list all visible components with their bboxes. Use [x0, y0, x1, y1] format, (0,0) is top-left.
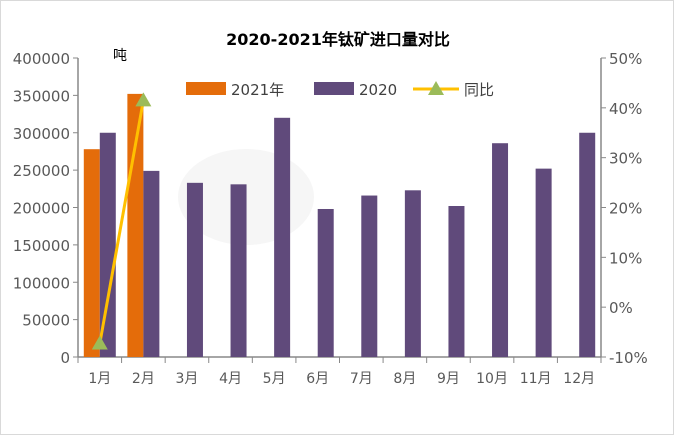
x-tick-label: 6月: [306, 371, 329, 387]
bar-2020: [317, 208, 334, 357]
legend-marker-yoy: [428, 81, 444, 95]
legend-label-yoy: 同比: [464, 81, 494, 99]
bar-2020: [579, 132, 596, 357]
legend-label-2021: 2021年: [231, 81, 284, 99]
x-tick-label: 12月: [563, 371, 595, 387]
y-tick-label: 100000: [13, 274, 70, 292]
x-tick-label: 4月: [219, 371, 242, 387]
legend-swatch-2021: [186, 82, 226, 95]
y-tick-label: 250000: [13, 162, 70, 180]
bar-2020: [361, 195, 378, 357]
x-tick-label: 8月: [393, 371, 416, 387]
bar-2020: [186, 182, 203, 357]
bar-2020: [448, 206, 465, 357]
x-tick-label: 11月: [520, 371, 552, 387]
x-tick-label: 1月: [88, 371, 111, 387]
unit-label: 吨: [113, 48, 127, 64]
x-tick-label: 5月: [263, 371, 286, 387]
bar-2020: [274, 117, 291, 357]
y-tick-label: 400000: [13, 50, 70, 68]
y2-tick-label: -10%: [609, 349, 648, 367]
y-tick-label: 200000: [13, 200, 70, 218]
chart-title: 2020-2021年钛矿进口量对比: [226, 30, 450, 49]
legend-swatch-2020: [314, 82, 354, 95]
y-tick-label: 50000: [22, 312, 70, 330]
bar-2020: [143, 170, 160, 357]
x-tick-label: 2月: [132, 371, 155, 387]
bar-2020: [492, 143, 509, 357]
yoy-line: [98, 100, 145, 344]
x-tick-label: 9月: [437, 371, 460, 387]
yoy-marker: [135, 92, 152, 107]
x-tick-label: 10月: [476, 371, 508, 387]
bar-2021: [127, 93, 144, 357]
x-tick-label: 7月: [350, 371, 373, 387]
y-tick-label: 300000: [13, 125, 70, 143]
bar-2020: [230, 184, 247, 357]
y2-tick-label: 30%: [609, 150, 642, 168]
x-tick-label: 3月: [175, 371, 198, 387]
y-tick-label: 350000: [13, 87, 70, 105]
legend-label-2020: 2020: [359, 81, 397, 99]
y2-tick-label: 10%: [609, 249, 642, 267]
bar-2020: [99, 132, 116, 357]
bar-2020: [404, 190, 421, 357]
y2-tick-label: 40%: [609, 100, 642, 118]
y-tick-label: 0: [60, 349, 70, 367]
yoy-marker: [91, 335, 108, 350]
y2-tick-label: 0%: [609, 299, 633, 317]
y2-tick-label: 20%: [609, 200, 642, 218]
y-tick-label: 150000: [13, 237, 70, 255]
bar-2021: [83, 149, 100, 357]
bar-2020: [535, 168, 552, 357]
y2-tick-label: 50%: [609, 50, 642, 68]
